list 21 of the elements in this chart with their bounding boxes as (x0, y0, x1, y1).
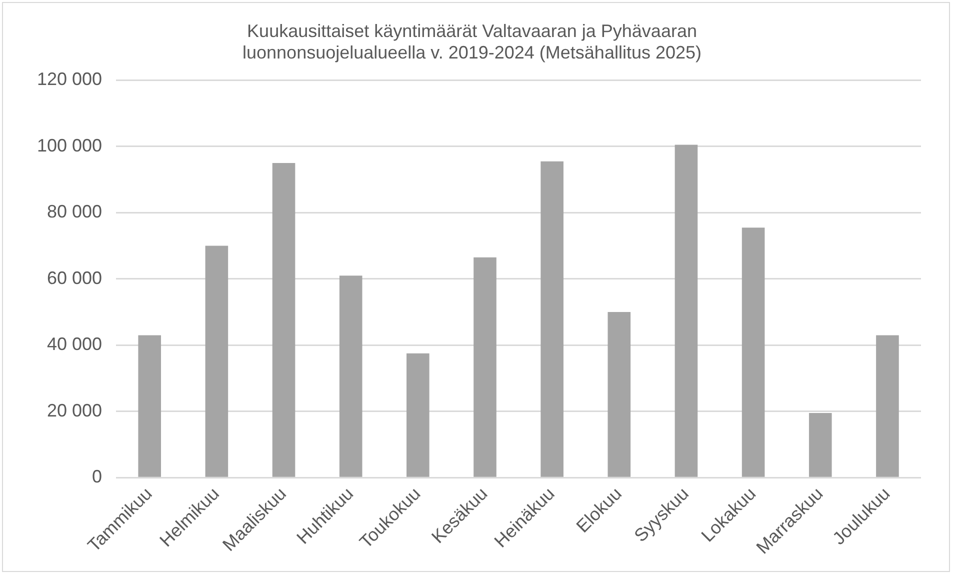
bar (540, 161, 564, 477)
y-tick-label: 40 000 (47, 334, 102, 354)
bar (674, 144, 698, 477)
y-tick-label: 80 000 (47, 202, 102, 222)
bar (406, 353, 430, 477)
y-tick-label: 20 000 (47, 400, 102, 420)
bar (205, 246, 228, 477)
bar (474, 257, 496, 477)
y-tick-label: 60 000 (47, 268, 102, 288)
bar (272, 162, 296, 477)
y-tick-label: 120 000 (36, 69, 102, 90)
text: Kuukausittaiset käyntimäärät Valtavaaran ja Pyhävaaran (247, 20, 697, 41)
bar (608, 312, 631, 477)
bar (876, 335, 899, 477)
bar (808, 413, 832, 477)
bar (138, 335, 162, 477)
y-tick-label: 0 (92, 466, 102, 487)
text: luonnonsuojelualueella v. 2019-2024 (Metsähallitus 2025) (242, 42, 702, 62)
bar (339, 276, 362, 477)
y-tick-label: 100 000 (36, 135, 102, 156)
bar (742, 228, 765, 477)
